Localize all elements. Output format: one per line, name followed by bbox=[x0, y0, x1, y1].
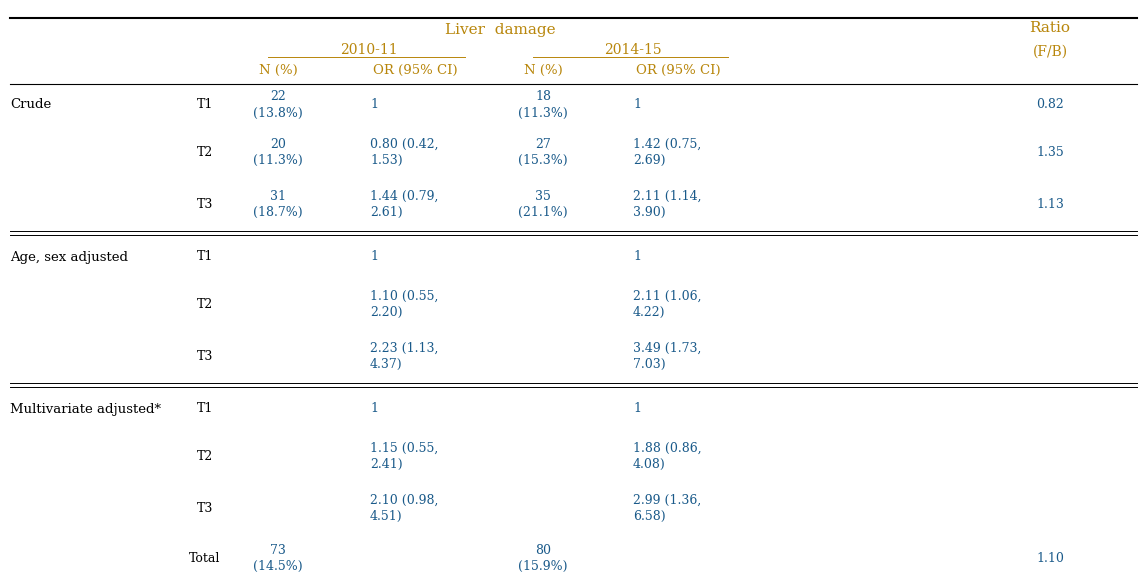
Text: 1: 1 bbox=[370, 251, 379, 263]
Text: T2: T2 bbox=[197, 297, 213, 311]
Text: T1: T1 bbox=[197, 402, 213, 416]
Text: 2.99 (1.36,
6.58): 2.99 (1.36, 6.58) bbox=[633, 493, 701, 523]
Text: 1: 1 bbox=[370, 98, 379, 112]
Text: 1.13: 1.13 bbox=[1036, 197, 1064, 210]
Text: 2.11 (1.06,
4.22): 2.11 (1.06, 4.22) bbox=[633, 289, 702, 319]
Text: Total: Total bbox=[189, 551, 220, 565]
Text: 35
(21.1%): 35 (21.1%) bbox=[518, 190, 568, 218]
Text: 27
(15.3%): 27 (15.3%) bbox=[518, 137, 568, 167]
Text: 31
(18.7%): 31 (18.7%) bbox=[253, 190, 303, 218]
Text: 1.15 (0.55,
2.41): 1.15 (0.55, 2.41) bbox=[370, 442, 438, 470]
Text: 22
(13.8%): 22 (13.8%) bbox=[253, 90, 303, 120]
Text: Ratio: Ratio bbox=[1030, 21, 1070, 35]
Text: Age, sex adjusted: Age, sex adjusted bbox=[10, 251, 128, 263]
Text: T2: T2 bbox=[197, 145, 213, 159]
Text: Multivariate adjusted*: Multivariate adjusted* bbox=[10, 402, 161, 416]
Text: 0.80 (0.42,
1.53): 0.80 (0.42, 1.53) bbox=[370, 137, 438, 167]
Text: 2.23 (1.13,
4.37): 2.23 (1.13, 4.37) bbox=[370, 342, 438, 370]
Text: Crude: Crude bbox=[10, 98, 52, 112]
Text: T3: T3 bbox=[197, 350, 213, 362]
Text: T3: T3 bbox=[197, 197, 213, 210]
Text: N (%): N (%) bbox=[524, 63, 562, 76]
Text: OR (95% CI): OR (95% CI) bbox=[373, 63, 458, 76]
Text: 18
(11.3%): 18 (11.3%) bbox=[518, 90, 568, 120]
Text: 2010-11: 2010-11 bbox=[341, 43, 398, 57]
Text: (F/B): (F/B) bbox=[1032, 45, 1068, 59]
Text: Liver  damage: Liver damage bbox=[445, 23, 556, 37]
Text: 1.88 (0.86,
4.08): 1.88 (0.86, 4.08) bbox=[633, 442, 702, 470]
Text: 3.49 (1.73,
7.03): 3.49 (1.73, 7.03) bbox=[633, 342, 701, 370]
Text: 0.82: 0.82 bbox=[1036, 98, 1064, 112]
Text: 1: 1 bbox=[370, 402, 379, 416]
Text: 2.10 (0.98,
4.51): 2.10 (0.98, 4.51) bbox=[370, 493, 438, 523]
Text: 2014-15: 2014-15 bbox=[604, 43, 662, 57]
Text: 1.10: 1.10 bbox=[1036, 551, 1064, 565]
Text: 20
(11.3%): 20 (11.3%) bbox=[253, 137, 303, 167]
Text: 1: 1 bbox=[633, 98, 641, 112]
Text: T1: T1 bbox=[197, 98, 213, 112]
Text: 2.11 (1.14,
3.90): 2.11 (1.14, 3.90) bbox=[633, 190, 702, 218]
Text: 1.10 (0.55,
2.20): 1.10 (0.55, 2.20) bbox=[370, 289, 438, 319]
Text: T2: T2 bbox=[197, 450, 213, 462]
Text: T3: T3 bbox=[197, 501, 213, 515]
Text: 1: 1 bbox=[633, 251, 641, 263]
Text: 1.35: 1.35 bbox=[1036, 145, 1064, 159]
Text: N (%): N (%) bbox=[258, 63, 297, 76]
Text: 80
(15.9%): 80 (15.9%) bbox=[518, 543, 568, 573]
Text: OR (95% CI): OR (95% CI) bbox=[635, 63, 720, 76]
Text: 1.44 (0.79,
2.61): 1.44 (0.79, 2.61) bbox=[370, 190, 438, 218]
Text: 1.42 (0.75,
2.69): 1.42 (0.75, 2.69) bbox=[633, 137, 701, 167]
Text: 73
(14.5%): 73 (14.5%) bbox=[253, 543, 303, 573]
Text: T1: T1 bbox=[197, 251, 213, 263]
Text: 1: 1 bbox=[633, 402, 641, 416]
